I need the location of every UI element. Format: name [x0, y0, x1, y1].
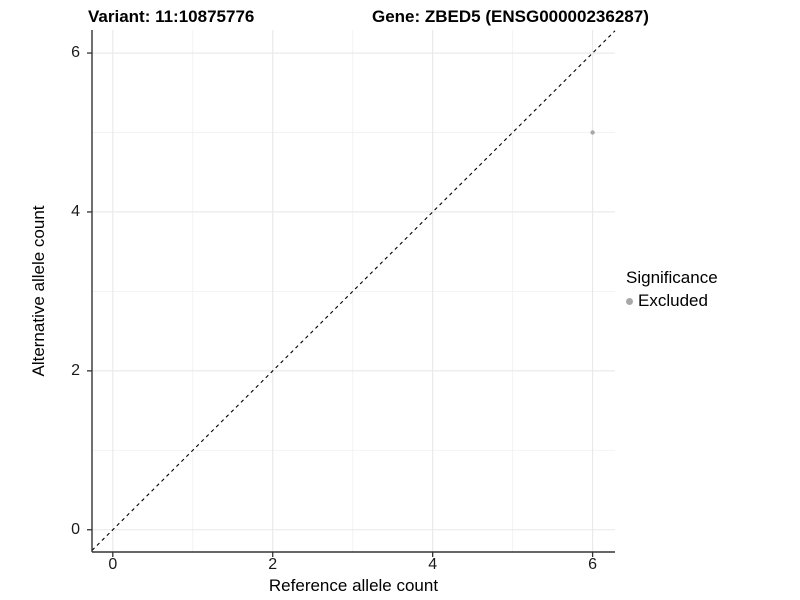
legend: Significance Excluded	[626, 268, 718, 311]
x-tick-label: 4	[428, 556, 438, 573]
x-tick-label: 6	[588, 556, 598, 573]
y-tick-label: 0	[71, 520, 80, 538]
data-point	[590, 130, 595, 135]
y-tick-label: 6	[71, 44, 80, 62]
y-tick-label: 4	[71, 202, 80, 220]
y-tick-label: 2	[71, 361, 80, 379]
identity-reference-line	[91, 30, 616, 551]
legend-item-excluded: Excluded	[626, 291, 718, 311]
point-key-icon	[626, 297, 633, 305]
plot-title-variant: Variant: 11:10875776	[88, 7, 255, 26]
legend-title: Significance	[626, 268, 718, 287]
x-axis-title: Reference allele count	[268, 576, 439, 595]
x-tick-label: 0	[108, 556, 118, 573]
y-axis-title: Alternative allele count	[29, 205, 48, 377]
x-tick-label: 2	[268, 556, 278, 573]
legend-item-label: Excluded	[638, 291, 708, 310]
plot-title-gene: Gene: ZBED5 (ENSG00000236287)	[372, 7, 649, 26]
